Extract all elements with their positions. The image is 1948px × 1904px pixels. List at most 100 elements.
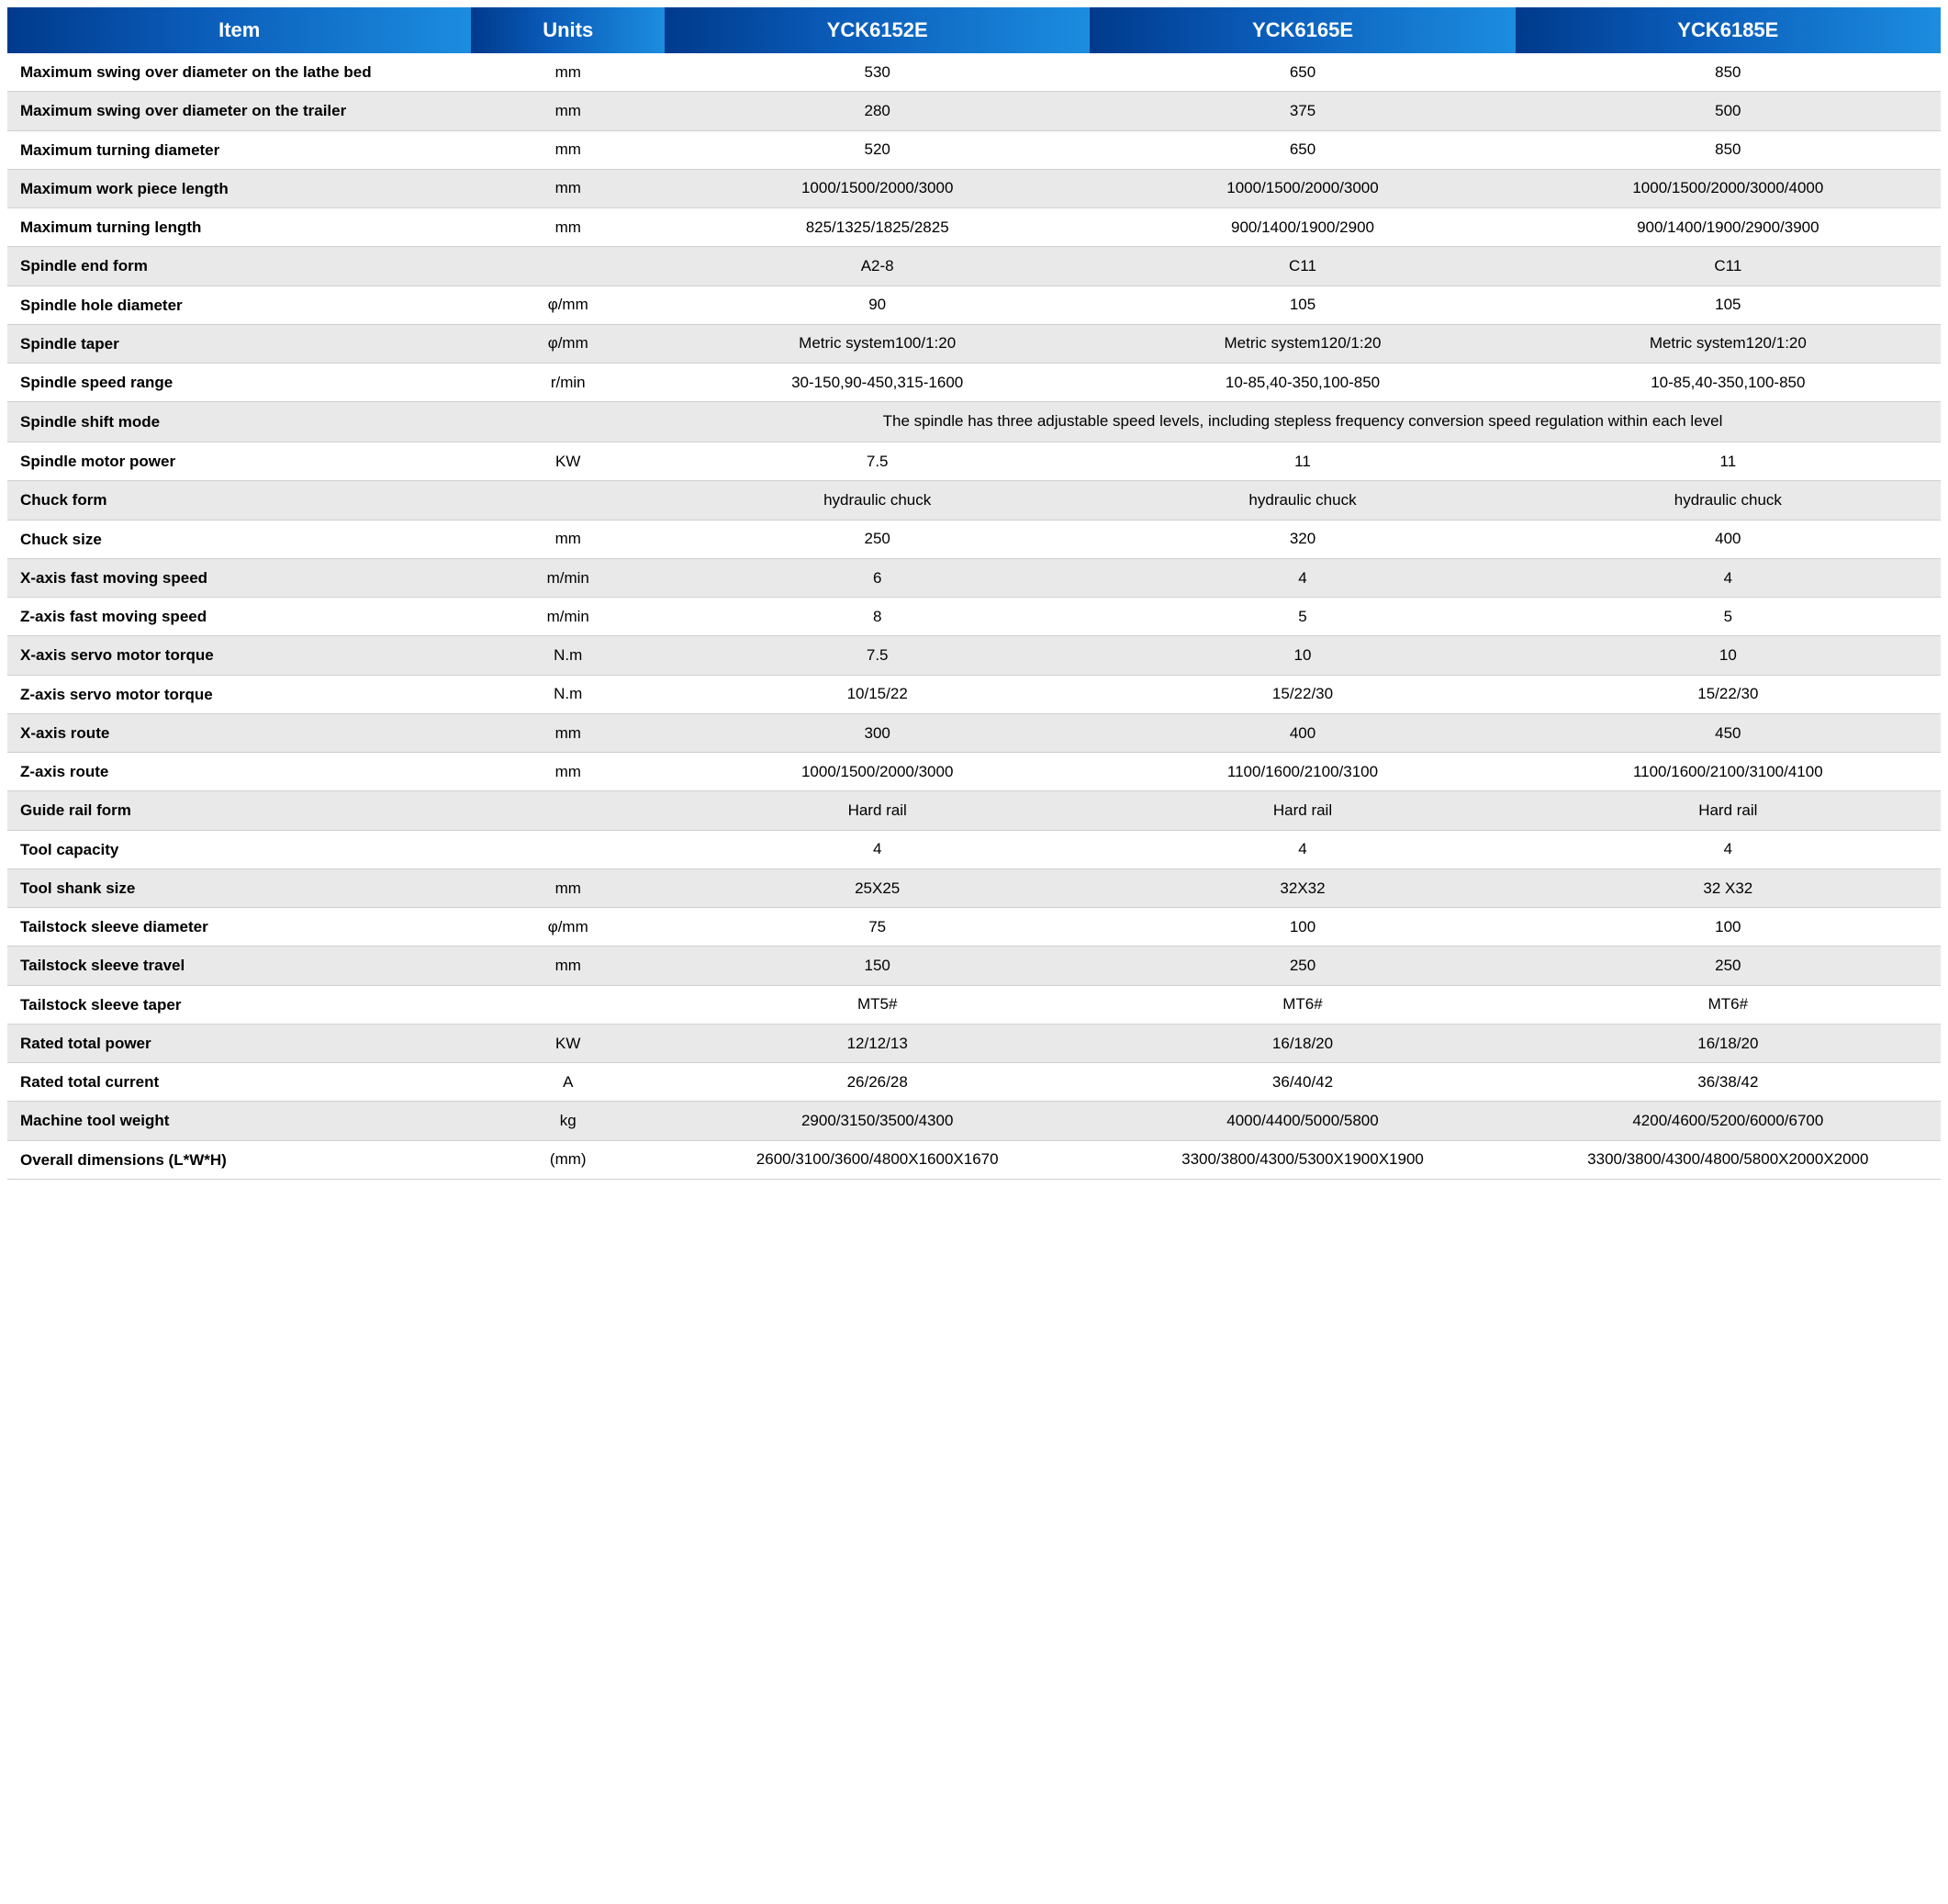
- spec-item-label: Tool shank size: [7, 868, 471, 907]
- spec-spanned-value: The spindle has three adjustable speed l…: [665, 402, 1941, 442]
- spec-item-label: Tailstock sleeve taper: [7, 985, 471, 1024]
- spec-units: φ/mm: [471, 908, 665, 946]
- spec-item-label: Spindle motor power: [7, 442, 471, 481]
- spec-units: mm: [471, 868, 665, 907]
- spec-item-label: Machine tool weight: [7, 1102, 471, 1140]
- spec-value: Metric system120/1:20: [1090, 324, 1515, 363]
- spec-value: C11: [1090, 247, 1515, 286]
- spec-value: 2900/3150/3500/4300: [665, 1102, 1090, 1140]
- table-row: Rated total powerKW12/12/1316/18/2016/18…: [7, 1024, 1941, 1062]
- spec-value: 3300/3800/4300/4800/5800X2000X2000: [1516, 1140, 1941, 1179]
- spec-units: A: [471, 1063, 665, 1102]
- table-row: Maximum turning lengthmm825/1325/1825/28…: [7, 208, 1941, 247]
- spec-value: 320: [1090, 520, 1515, 558]
- spec-value: 2600/3100/3600/4800X1600X1670: [665, 1140, 1090, 1179]
- spec-item-label: Z-axis fast moving speed: [7, 598, 471, 636]
- spec-value: Hard rail: [1516, 791, 1941, 830]
- spec-units: mm: [471, 53, 665, 92]
- spec-units: [471, 791, 665, 830]
- spec-value: 30-150,90-450,315-1600: [665, 364, 1090, 402]
- table-row: Spindle end formA2-8C11C11: [7, 247, 1941, 286]
- table-row: Z-axis servo motor torqueN.m10/15/2215/2…: [7, 675, 1941, 713]
- spec-value: Hard rail: [665, 791, 1090, 830]
- spec-value: 1000/1500/2000/3000/4000: [1516, 169, 1941, 207]
- spec-value: 250: [665, 520, 1090, 558]
- spec-units: [471, 402, 665, 442]
- spec-value: 450: [1516, 713, 1941, 752]
- spec-value: 530: [665, 53, 1090, 92]
- table-body: Maximum swing over diameter on the lathe…: [7, 53, 1941, 1179]
- spec-value: 300: [665, 713, 1090, 752]
- spec-value: 650: [1090, 130, 1515, 169]
- spec-value: MT5#: [665, 985, 1090, 1024]
- table-row: Spindle hole diameterφ/mm90105105: [7, 286, 1941, 324]
- spec-value: 105: [1090, 286, 1515, 324]
- spec-value: 100: [1090, 908, 1515, 946]
- spec-value: 150: [665, 946, 1090, 985]
- spec-value: hydraulic chuck: [665, 481, 1090, 520]
- spec-value: 10: [1090, 636, 1515, 675]
- col-header-item: Item: [7, 7, 471, 53]
- table-row: Spindle shift modeThe spindle has three …: [7, 402, 1941, 442]
- spec-value: 16/18/20: [1090, 1024, 1515, 1062]
- table-header-row: Item Units YCK6152E YCK6165E YCK6185E: [7, 7, 1941, 53]
- spec-value: 7.5: [665, 442, 1090, 481]
- spec-value: 250: [1090, 946, 1515, 985]
- spec-value: 3300/3800/4300/5300X1900X1900: [1090, 1140, 1515, 1179]
- spec-item-label: Maximum work piece length: [7, 169, 471, 207]
- spec-units: mm: [471, 130, 665, 169]
- spec-value: 5: [1516, 598, 1941, 636]
- table-row: Machine tool weightkg2900/3150/3500/4300…: [7, 1102, 1941, 1140]
- table-row: Tailstock sleeve taperMT5#MT6#MT6#: [7, 985, 1941, 1024]
- spec-units: KW: [471, 442, 665, 481]
- spec-value: 36/40/42: [1090, 1063, 1515, 1102]
- table-row: Rated total currentA26/26/2836/40/4236/3…: [7, 1063, 1941, 1102]
- table-row: Guide rail formHard railHard railHard ra…: [7, 791, 1941, 830]
- table-row: Tailstock sleeve diameterφ/mm75100100: [7, 908, 1941, 946]
- spec-units: kg: [471, 1102, 665, 1140]
- spec-item-label: Tailstock sleeve travel: [7, 946, 471, 985]
- spec-value: 4: [1090, 830, 1515, 868]
- spec-item-label: Spindle hole diameter: [7, 286, 471, 324]
- spec-value: A2-8: [665, 247, 1090, 286]
- spec-value: 10: [1516, 636, 1941, 675]
- spec-item-label: Chuck form: [7, 481, 471, 520]
- spec-value: 32 X32: [1516, 868, 1941, 907]
- spec-units: mm: [471, 520, 665, 558]
- spec-units: (mm): [471, 1140, 665, 1179]
- spec-value: 1000/1500/2000/3000: [1090, 169, 1515, 207]
- spec-value: 900/1400/1900/2900: [1090, 208, 1515, 247]
- spec-value: 15/22/30: [1090, 675, 1515, 713]
- spec-item-label: Tailstock sleeve diameter: [7, 908, 471, 946]
- spec-value: 11: [1516, 442, 1941, 481]
- spec-units: mm: [471, 169, 665, 207]
- spec-value: C11: [1516, 247, 1941, 286]
- spec-item-label: Overall dimensions (L*W*H): [7, 1140, 471, 1179]
- spec-value: 5: [1090, 598, 1515, 636]
- spec-value: 1100/1600/2100/3100/4100: [1516, 753, 1941, 791]
- spec-units: φ/mm: [471, 324, 665, 363]
- spec-value: 16/18/20: [1516, 1024, 1941, 1062]
- spec-value: 4: [665, 830, 1090, 868]
- spec-value: Metric system120/1:20: [1516, 324, 1941, 363]
- spec-item-label: Z-axis route: [7, 753, 471, 791]
- spec-units: mm: [471, 713, 665, 752]
- spec-value: 400: [1090, 713, 1515, 752]
- table-row: Tool shank sizemm25X2532X3232 X32: [7, 868, 1941, 907]
- spec-units: mm: [471, 208, 665, 247]
- spec-value: 100: [1516, 908, 1941, 946]
- spec-units: [471, 247, 665, 286]
- spec-units: r/min: [471, 364, 665, 402]
- spec-value: 10-85,40-350,100-850: [1516, 364, 1941, 402]
- spec-value: 1000/1500/2000/3000: [665, 169, 1090, 207]
- spec-value: hydraulic chuck: [1090, 481, 1515, 520]
- spec-units: φ/mm: [471, 286, 665, 324]
- spec-item-label: Rated total current: [7, 1063, 471, 1102]
- spec-item-label: Tool capacity: [7, 830, 471, 868]
- table-row: Maximum swing over diameter on the lathe…: [7, 53, 1941, 92]
- spec-item-label: Maximum turning diameter: [7, 130, 471, 169]
- table-row: Maximum turning diametermm520650850: [7, 130, 1941, 169]
- spec-value: 280: [665, 92, 1090, 130]
- spec-item-label: Spindle speed range: [7, 364, 471, 402]
- spec-value: 7.5: [665, 636, 1090, 675]
